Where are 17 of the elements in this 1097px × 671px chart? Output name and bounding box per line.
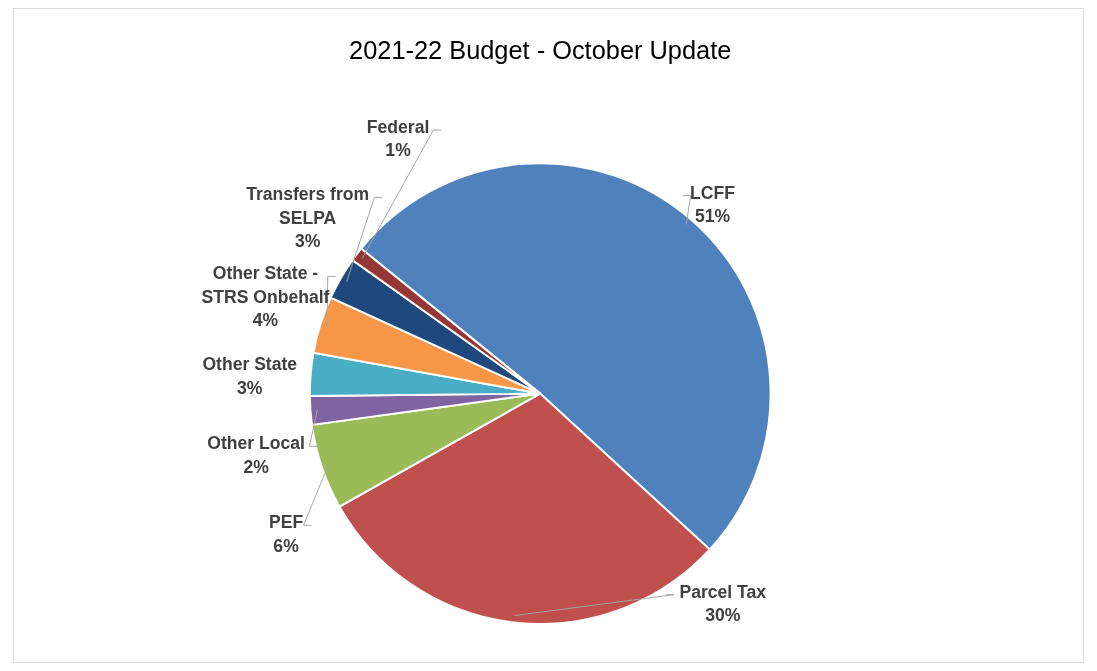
data-label: 6% bbox=[273, 535, 300, 556]
data-label: 1% bbox=[385, 140, 412, 161]
data-label: 3% bbox=[237, 377, 263, 398]
slice-label: Federal bbox=[366, 116, 430, 137]
chart-title: 2021-22 Budget - October Update bbox=[349, 35, 732, 64]
data-label: 30% bbox=[705, 604, 741, 625]
slice-label: Other State - STRS Onbehalf bbox=[201, 263, 330, 307]
data-label: 4% bbox=[252, 309, 279, 330]
slice-label: Parcel Tax bbox=[679, 581, 767, 602]
data-label: 3% bbox=[294, 230, 321, 251]
slice-label: PEF bbox=[268, 512, 304, 533]
slice-label: Other Local bbox=[207, 432, 305, 453]
data-label: 51% bbox=[694, 205, 731, 226]
data-label: 2% bbox=[243, 456, 270, 477]
slice-label: Transfers from SELPA bbox=[246, 184, 370, 228]
slice-label: Other State bbox=[202, 353, 298, 374]
slice-label: LCFF bbox=[690, 182, 736, 203]
